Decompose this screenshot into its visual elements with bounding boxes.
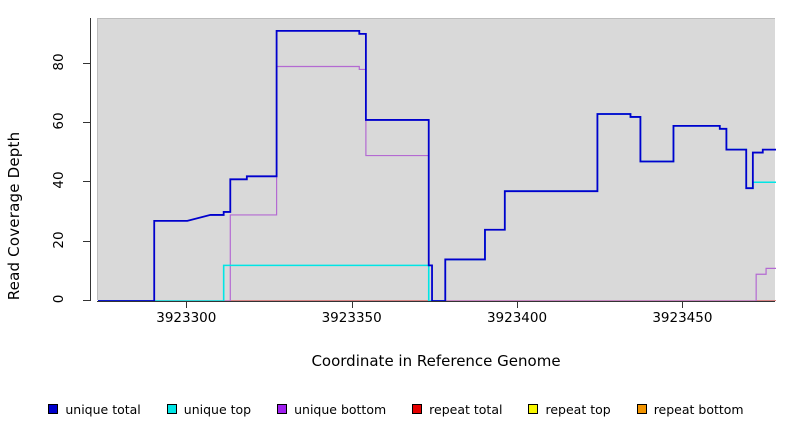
y-tick-label-holder: 0 (40, 291, 78, 309)
x-tick-mark (517, 301, 519, 308)
x-tick-label: 3923400 (486, 310, 548, 326)
y-tick-label: 40 (51, 171, 67, 189)
y-tick-label-holder: 40 (40, 172, 78, 190)
y-tick-label-holder: 80 (40, 53, 78, 72)
legend-item: unique total (48, 401, 141, 417)
y-tick-label: 60 (51, 112, 67, 130)
legend-label: repeat bottom (653, 401, 744, 417)
x-tick-label: 3923350 (321, 310, 382, 326)
x-tick-mark (351, 301, 353, 308)
series-line-unique-bottom (98, 65, 776, 301)
legend-label: unique total (65, 401, 141, 417)
y-tick-label: 80 (51, 52, 67, 71)
y-axis-title-wrap: Read Coverage Depth (4, 0, 28, 318)
legend-item: unique bottom (277, 402, 386, 417)
legend-label: repeat total (429, 401, 503, 417)
legend-swatch-icon (277, 404, 288, 414)
legend-item: repeat bottom (636, 401, 744, 417)
x-tick-label: 3923450 (652, 310, 713, 326)
legend-label: repeat top (545, 401, 611, 417)
y-tick-label-holder: 60 (40, 112, 78, 131)
y-axis-title: Read Coverage Depth (5, 131, 23, 301)
x-tick-mark (186, 301, 188, 308)
chart-legend: unique total unique top unique bottom repea… (0, 398, 792, 420)
x-axis-title: Coordinate in Reference Genome (311, 352, 561, 370)
legend-swatch-icon (528, 404, 539, 414)
plot-panel (97, 18, 776, 301)
plot-svg (98, 29, 776, 301)
legend-label: unique bottom (294, 401, 387, 417)
y-tick-mark (83, 62, 90, 64)
x-tick-mark (682, 301, 684, 308)
legend-label: unique top (183, 401, 252, 417)
series-line-unique-total (98, 29, 776, 301)
x-tick-label: 3923300 (156, 310, 217, 326)
y-tick-label: 20 (51, 231, 67, 249)
y-tick-mark (83, 300, 90, 301)
legend-swatch-icon (166, 404, 177, 414)
x-axis-line (97, 301, 775, 302)
y-tick-mark (83, 240, 90, 242)
legend-swatch-icon (636, 404, 647, 414)
y-tick-label-holder: 20 (40, 231, 78, 250)
legend-item: repeat top (528, 401, 611, 417)
legend-item: unique top (166, 401, 252, 417)
y-tick-mark (83, 121, 90, 123)
legend-swatch-icon (48, 404, 59, 414)
y-tick-mark (83, 181, 90, 183)
legend-item: repeat total (412, 402, 502, 417)
legend-swatch-icon (412, 404, 423, 414)
y-axis-line (90, 18, 91, 301)
y-tick-label: 0 (51, 294, 67, 304)
